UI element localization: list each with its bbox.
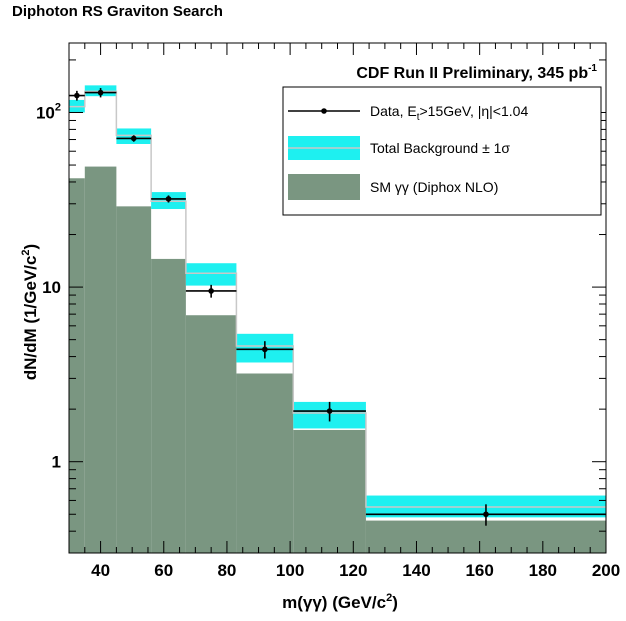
data-point-3 <box>165 196 172 202</box>
sm-bar-1 <box>84 166 117 553</box>
x-tick-label-140: 140 <box>402 561 430 580</box>
histogram-layer <box>69 85 606 554</box>
legend-item-total-background: Total Background ± 1σ <box>288 136 510 160</box>
y-tick-label-10: 10 <box>42 278 61 297</box>
data-point-4 <box>208 288 214 294</box>
annotation-text: CDF Run II Preliminary, 345 pb-1 <box>356 63 597 82</box>
sm-bar-4 <box>185 315 237 553</box>
legend-item-sm: SM γγ (Diphox NLO) <box>288 174 498 200</box>
legend-label-data: Data, Et>15GeV, |η|<1.04 <box>370 103 528 123</box>
x-tick-label-160: 160 <box>465 561 493 580</box>
annotation-main: CDF Run II Preliminary, 345 pb <box>356 65 588 82</box>
y-axis-label-sup: 2 <box>20 249 32 255</box>
x-axis-label-sup: 2 <box>386 592 392 604</box>
y-axis-label: dN/dM (1/GeV/c2) <box>20 244 40 380</box>
sm-bar-0 <box>69 178 85 553</box>
band-4 <box>185 263 237 286</box>
x-tick-label-180: 180 <box>529 561 557 580</box>
y-tick-label-100: 102 <box>36 101 61 122</box>
data-point-5 <box>262 346 268 353</box>
legend-label-total-background: Total Background ± 1σ <box>370 140 510 156</box>
data-point-7 <box>483 511 489 518</box>
annotation-sup: -1 <box>588 63 597 74</box>
data-point-1 <box>97 89 104 96</box>
sm-bar-6 <box>293 429 366 553</box>
x-axis-label-main: m(γγ) (GeV/c <box>282 593 386 612</box>
y-tick-label-base: 10 <box>36 103 55 122</box>
legend-sm-swatch <box>288 174 360 200</box>
page-title: Diphoton RS Graviton Search <box>12 3 223 20</box>
legend: Data, Et>15GeV, |η|<1.04 Total Backgroun… <box>282 86 602 216</box>
sm-bar-2 <box>116 206 152 554</box>
y-tick-label-base: 1 <box>52 453 61 472</box>
data-points-layer <box>69 88 606 526</box>
sm-bar-3 <box>151 258 186 553</box>
x-axis-label: m(γγ) (GeV/c2) <box>282 592 398 612</box>
sm-bar-5 <box>236 373 294 553</box>
legend-label-sm: SM γγ (Diphox NLO) <box>370 179 498 195</box>
y-tick-label-exp: 2 <box>55 101 61 113</box>
x-tick-label-80: 80 <box>217 561 236 580</box>
legend-item-data: Data, Et>15GeV, |η|<1.04 <box>288 103 528 123</box>
x-tick-label-120: 120 <box>339 561 367 580</box>
x-tick-label-60: 60 <box>154 561 173 580</box>
legend-data-label-a: Data, E <box>370 103 417 119</box>
legend-data-label-sub: t <box>417 112 420 123</box>
data-point-6 <box>326 408 333 414</box>
y-axis-label-main: dN/dM (1/GeV/c <box>21 256 40 381</box>
data-point-0 <box>74 92 80 99</box>
y-tick-label-1: 1 <box>52 453 61 472</box>
legend-data-marker <box>321 108 327 114</box>
x-tick-label-200: 200 <box>592 561 620 580</box>
y-tick-label-base: 10 <box>42 278 61 297</box>
sm-bar-7 <box>365 520 606 553</box>
x-axis-label-tail: ) <box>392 593 398 612</box>
x-tick-label-40: 40 <box>91 561 110 580</box>
y-axis-label-tail: ) <box>21 244 40 250</box>
x-tick-label-100: 100 <box>276 561 304 580</box>
legend-data-label-b: >15GeV, |η|<1.04 <box>419 103 528 119</box>
data-point-2 <box>130 135 137 142</box>
